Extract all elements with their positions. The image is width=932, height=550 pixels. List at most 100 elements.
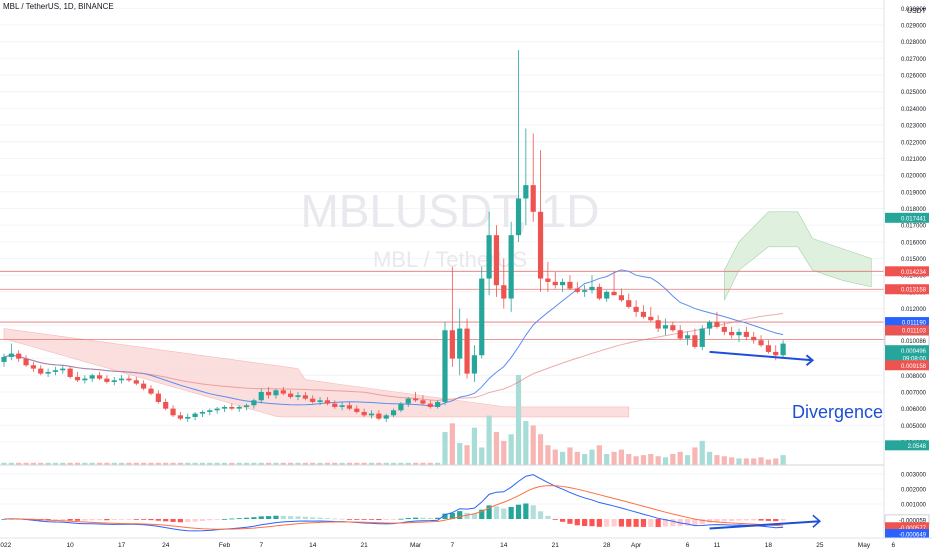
macd-histogram-bar xyxy=(317,517,323,519)
price-label-text: 09:08:00 xyxy=(903,356,927,362)
volume-bar xyxy=(582,454,588,465)
candle-body xyxy=(486,235,492,279)
volume-bar xyxy=(721,456,727,465)
macd-histogram-bar xyxy=(236,518,242,519)
volume-bar xyxy=(133,462,139,465)
cloud-green xyxy=(724,211,872,301)
volume-bar xyxy=(141,462,147,465)
candle-body xyxy=(273,390,279,396)
volume-bar xyxy=(486,415,492,465)
volume-bar xyxy=(280,462,286,465)
macd-histogram-bar xyxy=(773,519,779,522)
candle-body xyxy=(457,328,463,359)
macd-histogram-bar xyxy=(170,519,176,522)
volume-bar xyxy=(339,462,345,465)
volume-bar xyxy=(177,462,183,465)
macd-label-text: -0.000649 xyxy=(899,533,927,539)
volume-bar xyxy=(751,458,757,465)
macd-histogram-bar xyxy=(729,519,735,522)
candle-body xyxy=(537,211,544,279)
macd-tick-label: 0.002000 xyxy=(901,488,927,494)
candle-body xyxy=(280,390,286,394)
divergence-annotation: Divergence xyxy=(792,402,883,422)
candle-body xyxy=(780,343,786,356)
watermark-pair: MBL / TetherUS xyxy=(373,247,527,272)
candle-body xyxy=(148,388,154,394)
macd-histogram-bar xyxy=(604,519,610,527)
volume-bar xyxy=(427,462,433,465)
price-tick-label: 0.025000 xyxy=(901,90,927,96)
time-axis[interactable]: 2022 10 17 24 Feb 7 14 21 Mar 7 14 21 28 Apr 6 11 18 25 Ma… xyxy=(0,537,932,550)
volume-bar xyxy=(74,462,81,465)
macd-histogram-bar xyxy=(177,519,183,523)
macd-histogram-bar xyxy=(611,519,617,527)
candle-body xyxy=(368,413,375,416)
main-pane[interactable]: MBLUSDT, 1D MBL / TetherUS Divergence MB… xyxy=(0,2,884,465)
price-axis[interactable]: USDT 0.030000 0.029000 0.028000 0.027000 0.0… xyxy=(883,0,932,540)
macd-histogram-bar xyxy=(449,512,455,519)
candle-body xyxy=(648,316,654,321)
candle-body xyxy=(243,405,250,407)
macd-histogram xyxy=(1,503,786,528)
price-tick-label: 0.029000 xyxy=(901,24,927,30)
price-label-text: 0.011190 xyxy=(902,321,927,327)
macd-histogram-bar xyxy=(199,519,206,521)
volume-bar xyxy=(258,462,264,465)
candle-body xyxy=(560,281,566,286)
macd-histogram-bar xyxy=(52,519,59,521)
candle-body xyxy=(310,398,316,402)
volume-bar xyxy=(104,462,110,465)
candle-body xyxy=(699,328,705,347)
volume-bar xyxy=(508,434,514,465)
macd-histogram-bar xyxy=(751,519,757,521)
price-tick-label: 0.005000 xyxy=(901,424,927,430)
macd-histogram-bar xyxy=(457,511,463,519)
price-tick-label: 0.022000 xyxy=(901,140,927,146)
volume-bar xyxy=(368,462,375,465)
macd-histogram-bar xyxy=(1,519,7,520)
slow-moving-average-line xyxy=(3,312,784,401)
volume-bar xyxy=(626,454,632,465)
candle-body xyxy=(133,380,139,384)
macd-histogram-bar xyxy=(324,518,330,519)
volume-bar xyxy=(67,462,73,465)
price-tick-label: 0.014000 xyxy=(901,274,927,280)
volume-bar xyxy=(243,462,250,465)
volume-bar xyxy=(317,462,323,465)
macd-histogram-bar xyxy=(258,516,264,519)
macd-histogram-bar xyxy=(214,519,220,520)
time-tick-label: Apr xyxy=(631,542,642,549)
price-label-box xyxy=(885,317,929,328)
volume-bar xyxy=(390,462,397,465)
candle-body xyxy=(420,400,426,404)
price-tick-label: 0.012000 xyxy=(901,307,927,313)
candle-body xyxy=(354,408,360,412)
macd-histogram-bar xyxy=(221,518,228,520)
macd-histogram-bar xyxy=(163,519,169,522)
volume-bar xyxy=(38,462,44,465)
volume-bar xyxy=(464,445,470,465)
time-tick-label: 18 xyxy=(765,542,773,549)
price-label-text: 0.014234 xyxy=(901,270,927,276)
volume-bar xyxy=(648,454,654,465)
macd-histogram-bar xyxy=(508,506,514,519)
volume-bar xyxy=(405,462,411,465)
volume-bar xyxy=(185,462,191,465)
volume-bar xyxy=(589,449,595,465)
volume-bar xyxy=(479,447,485,465)
macd-histogram-bar xyxy=(192,519,198,522)
price-tick-label: 0.017000 xyxy=(901,224,927,230)
macd-histogram-bar xyxy=(74,519,81,521)
price-label-box xyxy=(885,352,929,363)
candle-body xyxy=(324,400,330,404)
macd-pane[interactable] xyxy=(0,473,884,532)
macd-histogram-bar xyxy=(207,519,213,521)
candle-body xyxy=(677,330,683,339)
macd-histogram-bar xyxy=(721,519,727,522)
volume-bar xyxy=(567,447,573,465)
macd-histogram-bar xyxy=(119,519,125,520)
macd-histogram-bar xyxy=(332,518,338,520)
macd-histogram-bar xyxy=(736,519,742,521)
watermark: MBLUSDT, 1D MBL / TetherUS xyxy=(300,185,599,272)
